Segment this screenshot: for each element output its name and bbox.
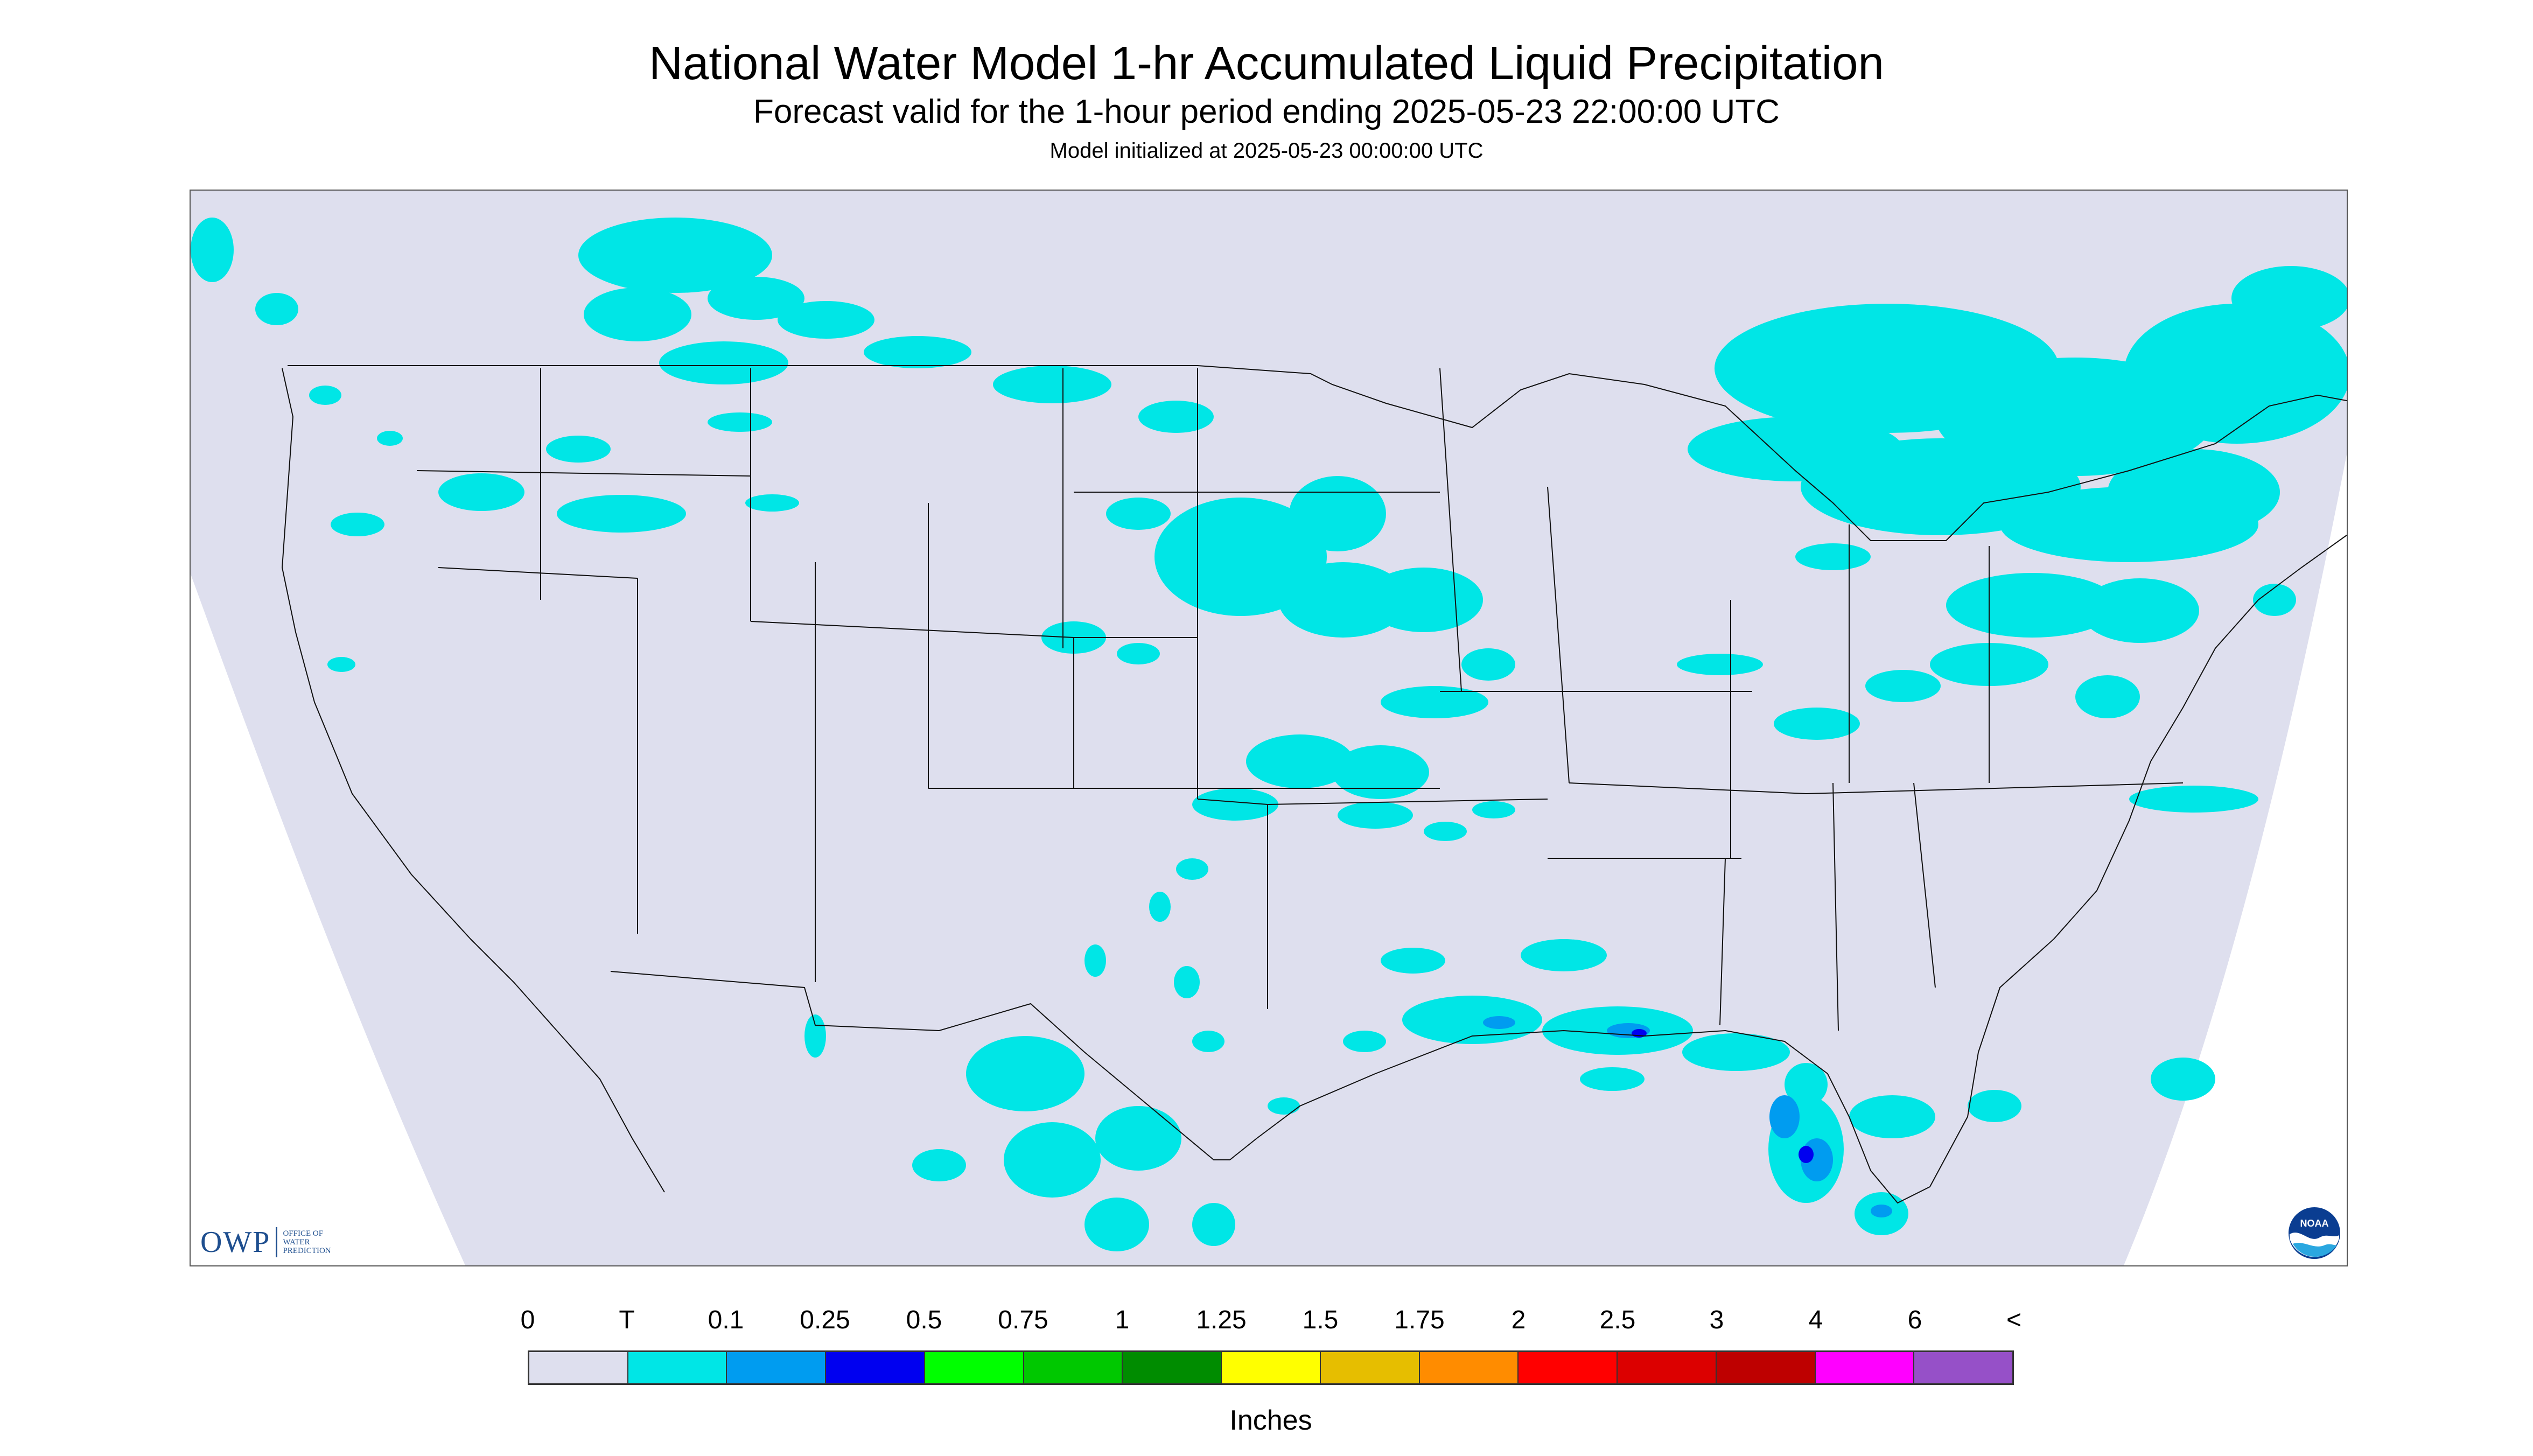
- legend-tick-label: 1.25: [1196, 1306, 1247, 1334]
- owp-logo-mark: OWP: [200, 1226, 271, 1259]
- legend-swatch: [1123, 1352, 1222, 1383]
- legend-swatch: [1320, 1352, 1420, 1383]
- legend-tick-label: 2.5: [1599, 1306, 1636, 1334]
- legend-tick-label: <: [2006, 1306, 2022, 1334]
- legend-tick-label: 0.25: [800, 1306, 850, 1334]
- legend-tick-label: 6: [1907, 1306, 1922, 1334]
- precip-area-great-lakes-canada: [1688, 266, 2347, 570]
- legend-swatch: [1618, 1352, 1717, 1383]
- legend-tick-label: T: [619, 1306, 635, 1334]
- west-coast: [281, 368, 665, 1193]
- legend-tick-label: 4: [1808, 1306, 1823, 1334]
- color-legend: 0 T 0.1 0.25 0.5 0.75 1 1.25 1.5 1.75 2 2.5 3 4 6 < Inc…: [521, 1303, 2021, 1443]
- noaa-logo-icon: NOAA: [2289, 1207, 2340, 1259]
- legend-swatch: [1222, 1352, 1321, 1383]
- precip-area-northern-plains: [1041, 401, 1515, 718]
- legend-swatch: [826, 1352, 925, 1383]
- legend-swatch: [1419, 1352, 1519, 1383]
- legend-tick-label: 0: [520, 1306, 535, 1334]
- legend-swatch: [925, 1352, 1024, 1383]
- boundary-lines: [281, 365, 2347, 1204]
- legend-tick-label: 1.5: [1302, 1306, 1339, 1334]
- legend-swatch: [1914, 1352, 2013, 1383]
- legend-units-label: Inches: [1229, 1405, 1312, 1436]
- state-lines: [416, 368, 2184, 1031]
- legend-swatch: [1519, 1352, 1618, 1383]
- precip-area-northern-mexico: [804, 1014, 1300, 1251]
- owp-logo-text: OFFICE OF WATER PREDICTION: [283, 1229, 347, 1255]
- owp-logo-line: OFFICE OF: [283, 1229, 324, 1238]
- owp-logo-line: PREDICTION: [283, 1247, 331, 1255]
- legend-tick-label: 0.75: [998, 1306, 1048, 1334]
- owp-logo-line: WATER: [283, 1238, 310, 1247]
- us-canada-border: [288, 365, 2347, 541]
- noaa-logo-text: NOAA: [2300, 1218, 2329, 1229]
- forecast-valid-subtitle: Forecast valid for the 1-hour period end…: [753, 93, 1780, 130]
- legend-color-bar: [528, 1350, 2014, 1385]
- legend-swatch: [529, 1352, 628, 1383]
- us-mexico-border: [610, 971, 1230, 1160]
- owp-logo-divider: [276, 1227, 278, 1257]
- precipitation-layer: [191, 218, 2347, 1251]
- legend-swatch: [1815, 1352, 1915, 1383]
- legend-swatch: [1716, 1352, 1816, 1383]
- legend-tick-label: 0.5: [906, 1306, 942, 1334]
- precip-area-pacific-northwest: [191, 218, 611, 672]
- model-init-line: Model initialized at 2025-05-23 00:00:00…: [1049, 139, 1484, 163]
- legend-tick-label: 1: [1115, 1306, 1130, 1334]
- legend-swatch: [628, 1352, 727, 1383]
- precipitation-map: [190, 190, 2348, 1266]
- gulf-east-coast: [1229, 535, 2347, 1204]
- legend-tick-label: 3: [1709, 1306, 1724, 1334]
- legend-tick-label: 1.75: [1394, 1306, 1445, 1334]
- precip-area-northern-rockies: [557, 218, 1111, 533]
- owp-logo: OWP OFFICE OF WATER PREDICTION: [200, 1225, 347, 1259]
- precip-area-kansas-oklahoma: [1084, 734, 1515, 998]
- legend-swatch: [1024, 1352, 1123, 1383]
- legend-tick-label: 0.1: [708, 1306, 744, 1334]
- precip-area-florida: [1768, 1058, 2215, 1235]
- legend-tick-label: 2: [1511, 1306, 1526, 1334]
- legend-swatch: [727, 1352, 827, 1383]
- map-title: National Water Model 1-hr Accumulated Li…: [649, 37, 1884, 89]
- precip-area-gulf-coast: [1343, 939, 1790, 1091]
